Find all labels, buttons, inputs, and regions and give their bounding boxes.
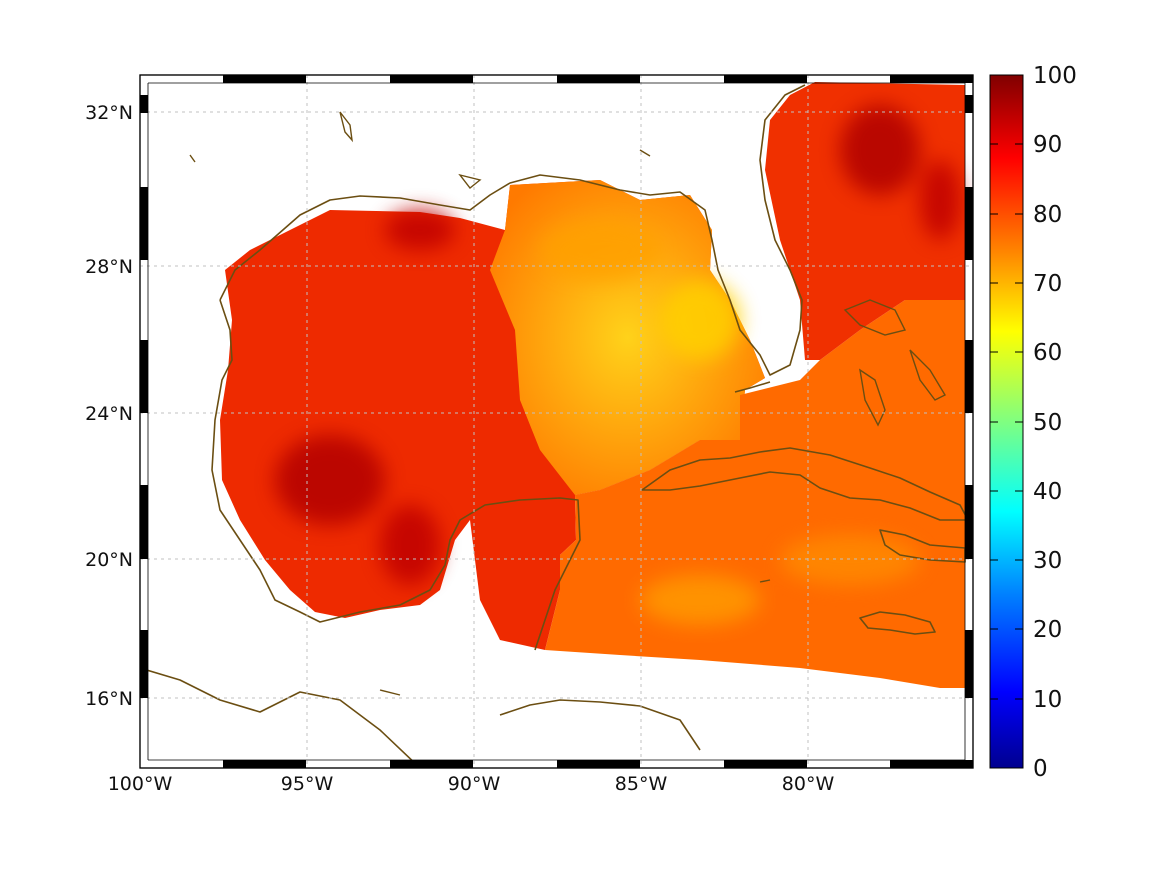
honduras-coastline <box>499 699 701 751</box>
longitude-labels: 100°W 95°W 90°W 85°W 80°W <box>108 773 835 795</box>
colorbar-label-50: 50 <box>1033 410 1062 436</box>
lon-label-85: 85°W <box>615 773 668 795</box>
bahamas-islands <box>843 299 946 427</box>
lon-label-90: 90°W <box>448 773 501 795</box>
lat-label-28: 28°N <box>85 256 133 278</box>
texas-mexico-coastline <box>211 299 581 651</box>
lat-label-24: 24°N <box>85 403 133 425</box>
colorbar-label-80: 80 <box>1033 202 1062 228</box>
lon-label-100: 100°W <box>108 773 173 795</box>
jamaica-coastline <box>859 611 936 635</box>
lon-label-95: 95°W <box>281 773 334 795</box>
gulf-coastline <box>219 84 806 376</box>
colorbar: 100 90 80 70 60 50 40 30 20 10 0 <box>989 63 1077 782</box>
colorbar-label-70: 70 <box>1033 271 1062 297</box>
coastlines <box>140 84 969 768</box>
colorbar-label-10: 10 <box>1033 687 1062 713</box>
central-america-coastline <box>140 667 421 768</box>
colorbar-label-30: 30 <box>1033 548 1062 574</box>
lat-label-32: 32°N <box>85 102 133 124</box>
colorbar-label-40: 40 <box>1033 479 1062 505</box>
map-border <box>139 74 974 769</box>
small-islands <box>189 111 771 696</box>
cuba-coastline <box>641 447 969 521</box>
colorbar-label-90: 90 <box>1033 132 1062 158</box>
florida-keys-coastline <box>734 381 771 393</box>
graticule <box>140 75 973 768</box>
latitude-labels: 32°N 28°N 24°N 20°N 16°N <box>85 102 133 710</box>
lat-label-20: 20°N <box>85 549 133 571</box>
lat-label-16: 16°N <box>85 688 133 710</box>
colorbar-label-100: 100 <box>1033 63 1077 89</box>
colorbar-label-60: 60 <box>1033 340 1062 366</box>
field-layer <box>220 82 965 688</box>
colorbar-label-0: 0 <box>1033 756 1048 782</box>
colorbar-label-20: 20 <box>1033 617 1062 643</box>
lon-label-80: 80°W <box>782 773 835 795</box>
